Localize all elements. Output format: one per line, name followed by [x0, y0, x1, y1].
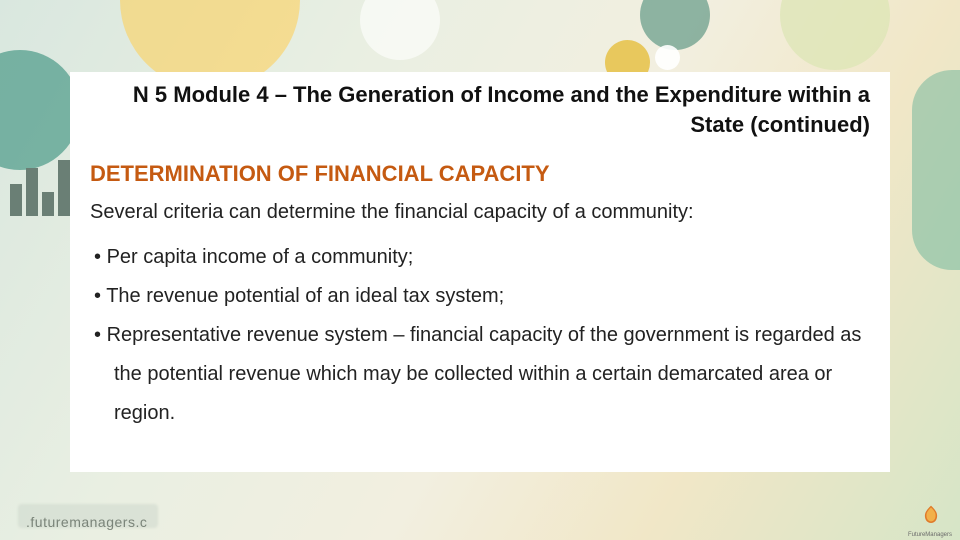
bg-circle — [360, 0, 440, 60]
bg-circle — [0, 50, 80, 170]
section-heading: DETERMINATION OF FINANCIAL CAPACITY — [90, 161, 870, 187]
list-item: The revenue potential of an ideal tax sy… — [94, 277, 870, 316]
list-item: Representative revenue system – financia… — [94, 316, 870, 433]
intro-text: Several criteria can determine the finan… — [90, 201, 870, 224]
footer-url: .futuremanagers.c — [26, 514, 147, 530]
bg-circle — [640, 0, 710, 50]
bullet-list: Per capita income of a community; The re… — [90, 238, 870, 433]
content-card: N 5 Module 4 – The Generation of Income … — [70, 72, 890, 472]
slide-title: N 5 Module 4 – The Generation of Income … — [90, 80, 870, 139]
bg-circle — [655, 45, 680, 70]
bg-circle — [780, 0, 890, 70]
bg-shape — [912, 70, 960, 270]
brand-logo-text: FutureManagers — [908, 532, 952, 538]
chart-icon — [10, 160, 74, 216]
brand-logo-icon — [916, 500, 946, 530]
list-item: Per capita income of a community; — [94, 238, 870, 277]
